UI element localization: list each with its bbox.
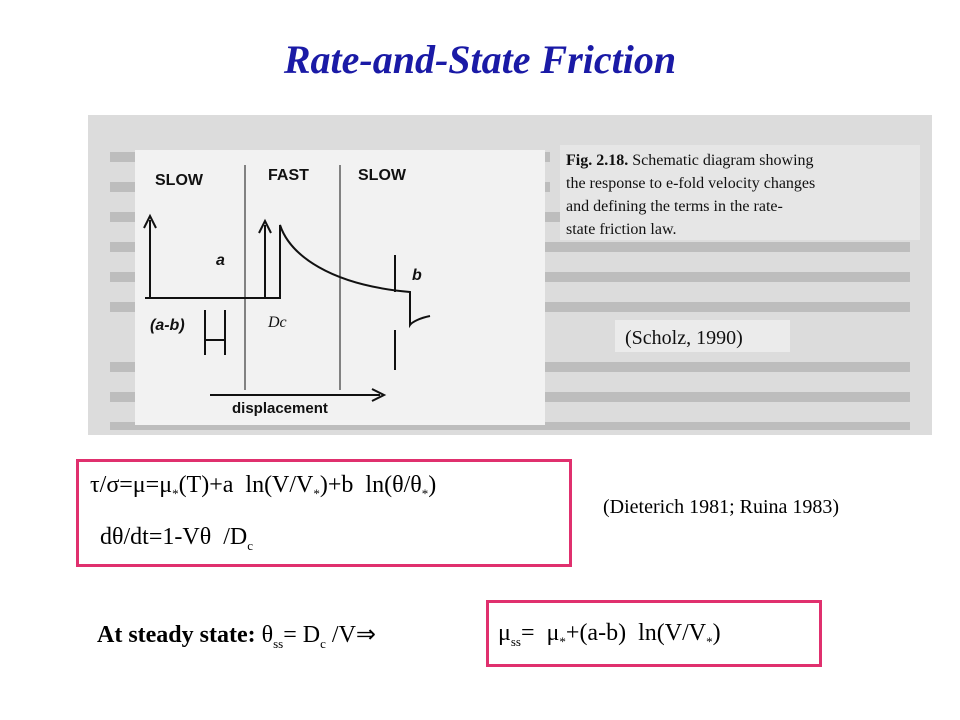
label-b: b	[412, 267, 422, 284]
label-a: a	[216, 252, 225, 269]
steady-state-box	[486, 600, 822, 667]
text-part: *	[421, 485, 429, 501]
text-part: Schematic diagram showing	[632, 152, 813, 169]
label-slow: SLOW	[358, 167, 407, 184]
text-part: At steady state:	[97, 622, 262, 648]
diagram	[143, 165, 431, 402]
text-part: τ/σ=μ=μ	[90, 472, 173, 498]
caption-line: and defining the terms in the rate-	[566, 198, 783, 215]
equation-box	[76, 459, 572, 567]
text-part: = D	[283, 622, 321, 648]
text-part: Fig. 2.18.	[566, 152, 628, 169]
slide-title: Rate-and-State Friction	[283, 37, 677, 82]
text-part: dθ/dt=1-Vθ /D	[100, 524, 248, 550]
source-panel	[615, 320, 790, 352]
caption-line: state friction law.	[566, 221, 676, 238]
caption-line: the response to e-fold velocity changes	[566, 175, 815, 192]
references: (Dieterich 1981; Ruina 1983)	[603, 496, 840, 518]
text-part: = μ	[521, 620, 560, 646]
text-part: )+b ln(θ/θ	[319, 472, 422, 498]
text-part: /V⇒	[325, 622, 377, 648]
equation-law: τ/σ=μ=μ*(T)+a ln(V/V*)+b ln(θ/θ*)	[90, 472, 436, 502]
text-part: c	[320, 635, 326, 651]
text-part: θ	[261, 622, 274, 648]
caption-panel	[560, 145, 920, 240]
caption: Fig. 2.18. Schematic diagram showing	[566, 152, 814, 169]
label-slow: SLOW	[155, 172, 204, 189]
equation-evolution: dθ/dt=1-Vθ /Dc	[100, 524, 253, 554]
text-part: *	[706, 633, 713, 649]
text-part: *	[559, 633, 566, 649]
text-part: )	[428, 472, 437, 498]
label-dc: Dc	[267, 314, 287, 331]
text-part: )	[712, 620, 721, 646]
label-fast: FAST	[268, 167, 309, 184]
text-part: μ	[498, 620, 511, 646]
figure-source: (Scholz, 1990)	[625, 327, 743, 349]
steady-state: At steady state: θss= Dc /V⇒	[97, 620, 376, 652]
text-part: *	[313, 485, 320, 501]
text-part: c	[247, 537, 253, 553]
text-part: *	[172, 485, 179, 501]
label-a-minus-b: (a-b)	[150, 317, 185, 334]
text-part: ss	[273, 635, 284, 651]
text-part: +(a-b) ln(V/V	[565, 620, 707, 646]
label-displacement: displacement	[232, 400, 328, 417]
text-part: (T)+a ln(V/V	[178, 472, 314, 498]
text-part: ss	[510, 633, 521, 649]
steady-state-friction: μss= μ*+(a-b) ln(V/V*)	[498, 620, 721, 650]
